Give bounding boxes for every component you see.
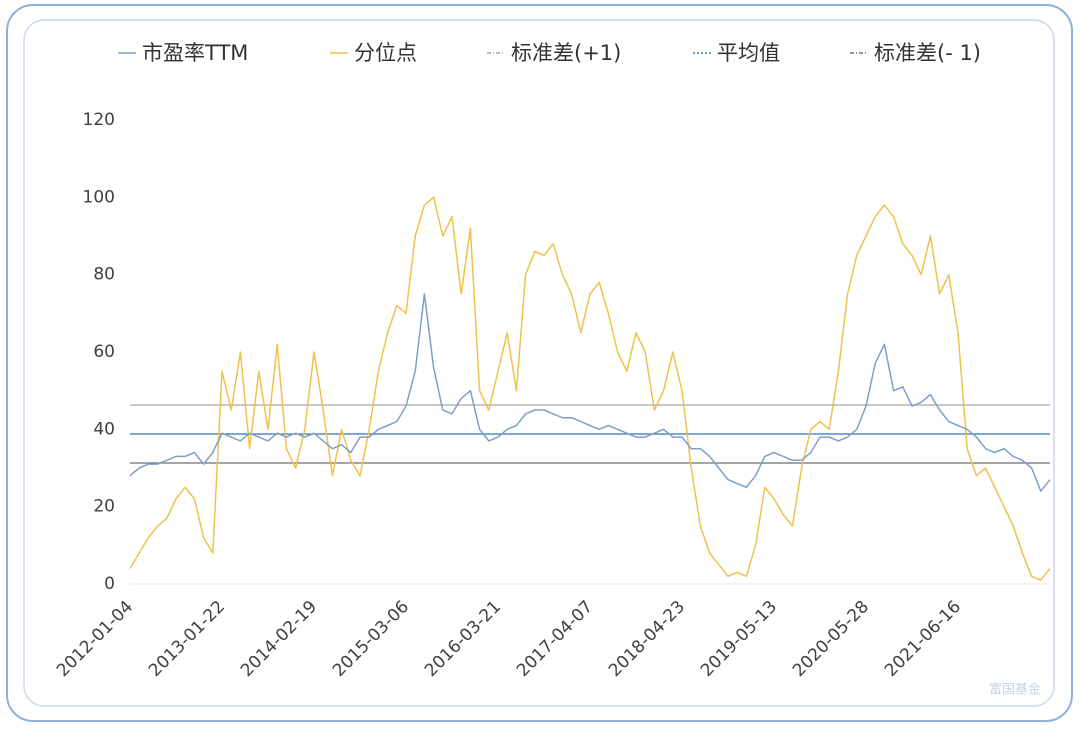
legend-label: 标准差(- 1) (874, 41, 981, 65)
series-line (129, 196, 1051, 581)
x-tick-label: 2019-05-13 (697, 597, 781, 681)
x-tick-label: 2018-04-23 (605, 597, 689, 681)
x-tick-label: 2021-06-16 (881, 597, 965, 681)
legend-label: 分位点 (354, 41, 417, 65)
y-tick-label: 40 (93, 419, 115, 439)
y-tick-label: 100 (83, 187, 115, 207)
x-tick-label: 2012-01-04 (53, 597, 137, 681)
y-tick-label: 20 (93, 497, 115, 517)
x-tick-label: 2017-04-07 (513, 597, 597, 681)
y-tick-label: 60 (93, 342, 115, 362)
inner-frame (23, 19, 1055, 707)
outer-frame (6, 4, 1073, 722)
legend-label: 平均值 (717, 41, 780, 65)
x-tick-label: 2014-02-19 (237, 597, 321, 681)
legend-label: 标准差(+1) (511, 41, 621, 65)
x-tick-label: 2016-03-21 (421, 597, 505, 681)
series-line (129, 293, 1051, 492)
y-tick-label: 80 (93, 265, 115, 285)
legend-label: 市盈率TTM (142, 41, 248, 65)
y-tick-label: 0 (104, 574, 115, 594)
x-tick-label: 2013-01-22 (145, 597, 229, 681)
y-tick-label: 120 (83, 110, 115, 130)
x-tick-label: 2015-03-06 (329, 597, 413, 681)
x-tick-label: 2020-05-28 (789, 597, 873, 681)
watermark: 富国基金 (989, 682, 1041, 698)
